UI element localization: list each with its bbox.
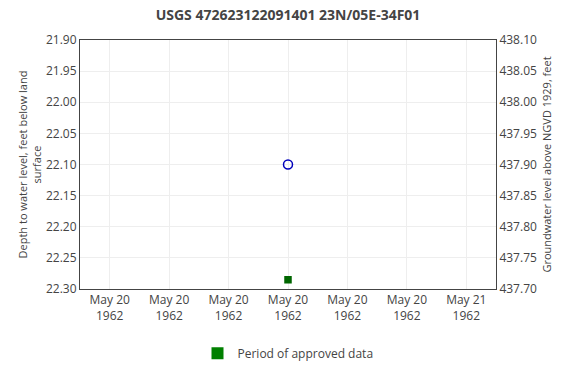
svg-text:Depth to water level, feet bel: Depth to water level, feet below landsur… <box>15 71 44 259</box>
svg-text:22.10: 22.10 <box>46 156 77 173</box>
svg-text:21.90: 21.90 <box>46 31 77 48</box>
svg-text:438.00: 438.00 <box>499 93 537 110</box>
svg-text:21.95: 21.95 <box>46 62 77 79</box>
svg-text:May 201962: May 201962 <box>208 291 248 324</box>
svg-text:May 201962: May 201962 <box>268 291 308 324</box>
svg-text:May 201962: May 201962 <box>387 291 427 324</box>
svg-text:437.70: 437.70 <box>499 280 537 297</box>
svg-text:Period of approved data: Period of approved data <box>238 345 374 362</box>
svg-text:22.05: 22.05 <box>46 125 77 142</box>
svg-text:437.95: 437.95 <box>499 125 537 142</box>
svg-text:437.75: 437.75 <box>499 249 537 266</box>
svg-text:22.20: 22.20 <box>46 218 77 235</box>
svg-text:22.15: 22.15 <box>46 187 77 204</box>
svg-text:Groundwater level above NGVD 1: Groundwater level above NGVD 1929, feet <box>539 56 554 272</box>
svg-text:22.25: 22.25 <box>46 249 77 266</box>
svg-text:437.85: 437.85 <box>499 187 537 204</box>
svg-text:May 201962: May 201962 <box>90 291 130 324</box>
svg-text:22.30: 22.30 <box>46 280 77 297</box>
svg-text:May 211962: May 211962 <box>446 291 486 324</box>
svg-text:May 201962: May 201962 <box>327 291 367 324</box>
svg-text:438.05: 438.05 <box>499 62 537 79</box>
svg-text:437.80: 437.80 <box>499 218 537 235</box>
svg-text:May 201962: May 201962 <box>149 291 189 324</box>
svg-text:437.90: 437.90 <box>499 156 537 173</box>
svg-text:22.00: 22.00 <box>46 93 77 110</box>
svg-text:438.10: 438.10 <box>499 31 537 48</box>
svg-text:USGS 472623122091401 23N/05E-3: USGS 472623122091401 23N/05E-34F01 <box>156 5 421 24</box>
